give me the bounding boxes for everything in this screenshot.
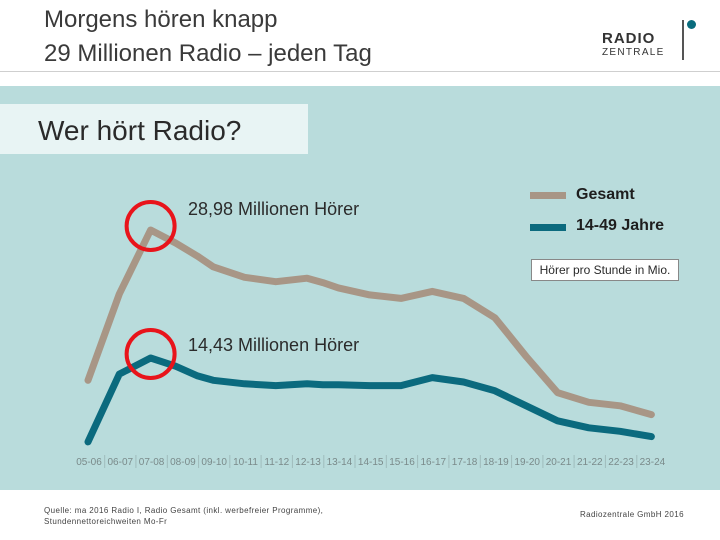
legend-swatch-1449 [530, 224, 566, 231]
x-tick-label: 08-09 [170, 457, 196, 468]
unit-label: Hörer pro Stunde in Mio. [531, 259, 679, 281]
annotation-peak-1449: 14,43 Millionen Hörer [188, 335, 360, 355]
page-title-line-1: Morgens hören knapp [44, 6, 278, 33]
legend-swatch-gesamt [530, 192, 566, 199]
legend-label-1449: 14-49 Jahre [576, 217, 665, 234]
source-note: Quelle: ma 2016 Radio I, Radio Gesamt (i… [44, 505, 323, 527]
header: Morgens hören knapp 29 Millionen Radio –… [0, 0, 720, 72]
x-tick-label: 17-18 [452, 457, 478, 468]
x-tick-label: 07-08 [139, 457, 165, 468]
peak-highlights [124, 200, 177, 380]
x-tick-label: 21-22 [577, 457, 603, 468]
x-tick-label: 10-11 [233, 457, 258, 468]
x-tick-label: 11-12 [264, 457, 289, 468]
x-tick-label: 16-17 [421, 457, 447, 468]
peak-highlight-circle-14-49 [124, 328, 177, 380]
source-line-1: Quelle: ma 2016 Radio I, Radio Gesamt (i… [44, 506, 324, 515]
chart-title: Wer hört Radio? [38, 115, 242, 146]
source-line-2: Stundennettoreichweiten Mo-Fr [44, 517, 168, 526]
logo-text-zentrale: ZENTRALE [602, 47, 665, 58]
legend-label-gesamt: Gesamt [576, 186, 635, 203]
logo-bar [682, 20, 684, 60]
x-tick-label: 12-13 [295, 457, 321, 468]
x-tick-label: 23-24 [640, 457, 666, 468]
x-tick-label: 06-07 [108, 457, 134, 468]
x-tick-label: 14-15 [358, 457, 384, 468]
x-tick-label: 09-10 [201, 457, 227, 468]
logo-dot [687, 20, 696, 29]
x-tick-label: 05-06 [76, 457, 102, 468]
header-divider [0, 71, 720, 72]
x-tick-label: 19-20 [514, 457, 540, 468]
x-tick-label: 20-21 [546, 457, 572, 468]
series-line-14-49 [84, 354, 655, 446]
peak-highlight-circle-gesamt [124, 200, 177, 252]
x-axis-ticks: 05-06 06-07 07-08 08-09 09-10 10-11 11-12 12-13… [76, 455, 666, 468]
series-line-gesamt [84, 226, 655, 419]
x-tick-label: 18-19 [483, 457, 509, 468]
page-title-line-2: 29 Millionen Radio – jeden Tag [44, 40, 372, 67]
x-tick-label: 15-16 [389, 457, 415, 468]
annotation-peak-total: 28,98 Millionen Hörer [188, 199, 360, 219]
logo-text-radio: RADIO [602, 30, 656, 47]
radiozentrale-logo: RADIO ZENTRALE [598, 18, 698, 62]
x-tick-label: 22-23 [608, 457, 634, 468]
x-tick-label: 13-14 [327, 457, 353, 468]
question-box [0, 104, 308, 154]
series-lines [84, 226, 655, 446]
company-note: Radiozentrale GmbH 2016 [580, 510, 684, 519]
